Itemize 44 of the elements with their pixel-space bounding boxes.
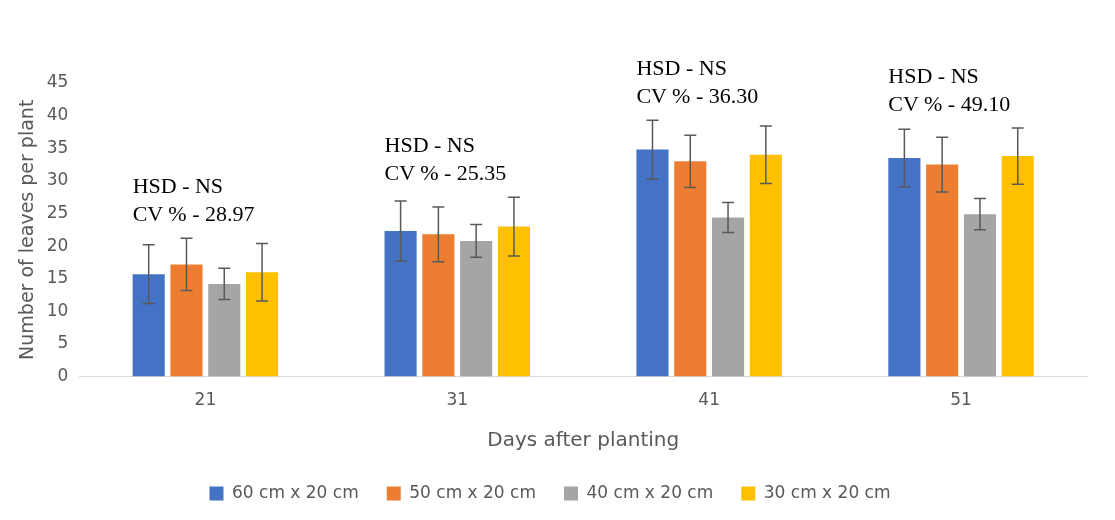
bar [749,154,782,377]
bar [384,231,417,377]
bar [963,214,996,377]
bar [170,264,203,377]
legend-label: 50 cm x 20 cm [409,481,537,502]
y-tick-label: 0 [57,365,69,386]
x-axis-title: Days after planting [487,427,680,452]
bar [888,158,921,377]
bar [208,283,241,377]
annotation: HSD - NS [132,173,224,199]
legend-label: 30 cm x 20 cm [763,481,891,502]
x-tick-label: 31 [446,389,469,410]
x-tick-label: 51 [950,389,972,410]
y-tick-label: 45 [46,71,69,92]
text: HSD - NS [636,54,727,80]
annotation: CV % - 49.10 [888,90,1011,116]
legend-label: 40 cm x 20 cm [586,481,714,502]
x-tick-label: 41 [698,389,720,410]
bar [674,161,707,377]
annotation: CV % - 36.30 [636,82,759,108]
bar [1001,156,1034,377]
y-tick-label: 10 [46,299,69,320]
y-tick-label: 35 [46,136,69,157]
y-tick-label: 30 [46,169,69,190]
bar [497,226,530,377]
annotation: HSD - NS [888,62,979,88]
annotation: HSD - NS [384,131,475,157]
bar [132,274,165,377]
annotation: CV % - 28.97 [132,201,255,227]
bar [422,234,455,377]
annotation: CV % - 25.35 [384,159,507,185]
y-axis-title: Number of leaves per plant [15,99,38,360]
bar [246,272,279,377]
bar [712,217,745,377]
x-tick-label: 21 [194,389,217,410]
y-tick-label: 40 [46,104,69,125]
legend-label: 60 cm x 20 cm [231,481,359,502]
bar [926,164,959,377]
y-tick-label: 5 [57,332,69,353]
y-tick-label: 25 [46,201,69,222]
bar [460,240,493,377]
y-tick-label: 20 [46,234,69,255]
bar [636,149,669,377]
y-tick-label: 15 [46,267,69,288]
